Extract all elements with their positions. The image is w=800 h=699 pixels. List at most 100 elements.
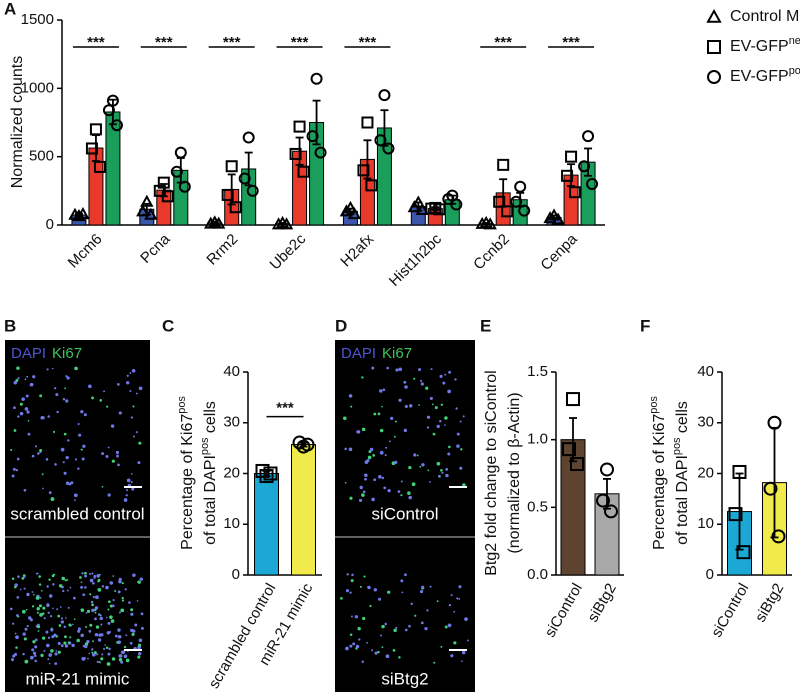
legend-marker xyxy=(707,70,721,84)
point xyxy=(586,178,599,190)
cell-dot xyxy=(98,638,101,640)
cell-dot xyxy=(109,615,113,619)
cell-dot xyxy=(393,435,396,438)
cell-dot xyxy=(123,498,128,502)
cell-dot xyxy=(67,439,70,442)
point xyxy=(600,462,614,477)
cell-dot xyxy=(361,493,365,497)
cell-dot xyxy=(40,653,44,657)
cell-dot xyxy=(130,608,134,612)
cell-dot xyxy=(111,657,116,661)
cell-dot xyxy=(404,385,408,389)
y-axis-label-part: pos xyxy=(648,396,660,414)
cell-dot xyxy=(120,660,124,664)
cell-dot xyxy=(432,432,436,436)
cell-dot xyxy=(12,467,16,471)
cell-dot xyxy=(121,596,124,600)
cell-dot xyxy=(54,387,57,390)
cell-dot xyxy=(95,595,99,600)
cell-dot xyxy=(39,448,43,452)
cell-dot xyxy=(112,575,115,577)
cell-dot xyxy=(64,635,67,639)
cell-dot xyxy=(76,638,80,643)
cell-dot xyxy=(104,644,106,646)
point xyxy=(279,217,294,230)
cell-dot xyxy=(49,614,53,618)
cell-dot xyxy=(125,494,128,497)
y-axis-label-part: of total DAPI xyxy=(202,455,219,545)
cell-dot xyxy=(378,474,382,479)
point xyxy=(365,179,378,192)
cell-dot xyxy=(96,653,99,656)
cell-dot xyxy=(381,476,385,480)
cell-dot xyxy=(429,585,432,588)
point xyxy=(300,437,315,452)
cell-dot xyxy=(354,615,359,619)
cell-dot xyxy=(340,596,343,600)
cell-dot xyxy=(91,651,94,654)
cell-dot xyxy=(54,652,58,656)
cell-dot xyxy=(29,655,34,660)
point xyxy=(378,89,391,102)
cell-dot xyxy=(91,648,94,651)
point xyxy=(289,147,302,160)
y-axis-label: Btg2 fold change to siControl xyxy=(483,370,500,575)
cell-dot xyxy=(345,589,350,593)
cell-dot xyxy=(26,375,29,378)
cell-dot xyxy=(69,586,72,589)
cell-dot xyxy=(464,617,468,621)
cell-dot xyxy=(434,406,438,410)
cell-dot xyxy=(65,481,70,485)
cell-dot xyxy=(458,598,461,600)
cell-dot xyxy=(138,638,143,643)
legend-label: EV-GFPpos microglia xyxy=(730,65,800,85)
cell-dot xyxy=(59,606,62,608)
cell-dot xyxy=(125,658,130,663)
point xyxy=(255,463,270,478)
cell-dot xyxy=(58,584,63,588)
cell-dot xyxy=(63,641,67,645)
cell-dot xyxy=(453,610,456,613)
cell-dot xyxy=(60,447,65,452)
cell-dot xyxy=(131,369,136,373)
cell-dot xyxy=(21,397,25,401)
point xyxy=(306,130,319,143)
cell-dot xyxy=(61,576,66,581)
cell-dot xyxy=(408,624,411,628)
cell-dot xyxy=(130,481,133,484)
cell-dot xyxy=(107,493,111,497)
cell-dot xyxy=(114,590,117,593)
image-legend: DAPI Ki67 xyxy=(341,345,412,362)
cell-dot xyxy=(97,638,102,642)
cell-dot xyxy=(95,625,100,629)
cell-dot xyxy=(57,641,61,645)
cell-dot xyxy=(369,604,372,608)
cell-dot xyxy=(398,398,402,402)
cell-dot xyxy=(89,623,93,627)
cell-dot xyxy=(114,634,118,638)
cell-dot xyxy=(125,489,129,492)
y-tick-label: 20 xyxy=(697,464,714,481)
y-tick-label: 1000 xyxy=(21,79,54,96)
cell-dot xyxy=(344,482,347,484)
cell-dot xyxy=(351,573,354,577)
point xyxy=(238,172,251,185)
cell-dot xyxy=(433,661,436,664)
cell-dot xyxy=(131,629,136,633)
cell-dot xyxy=(379,450,384,455)
cell-dot xyxy=(87,657,89,660)
cell-dot xyxy=(380,634,383,637)
cell-dot xyxy=(123,645,127,649)
cell-dot xyxy=(117,463,120,467)
cell-dot xyxy=(47,611,50,614)
cell-dot xyxy=(384,454,387,457)
legend-label: Control Microglia xyxy=(730,8,800,25)
cell-dot xyxy=(115,450,120,455)
point xyxy=(93,160,106,173)
cell-dot xyxy=(385,654,390,659)
cell-dot xyxy=(41,589,43,592)
cell-dot xyxy=(88,652,91,655)
cell-dot xyxy=(63,432,67,436)
cell-dot xyxy=(47,415,50,418)
cell-dot xyxy=(456,444,460,448)
